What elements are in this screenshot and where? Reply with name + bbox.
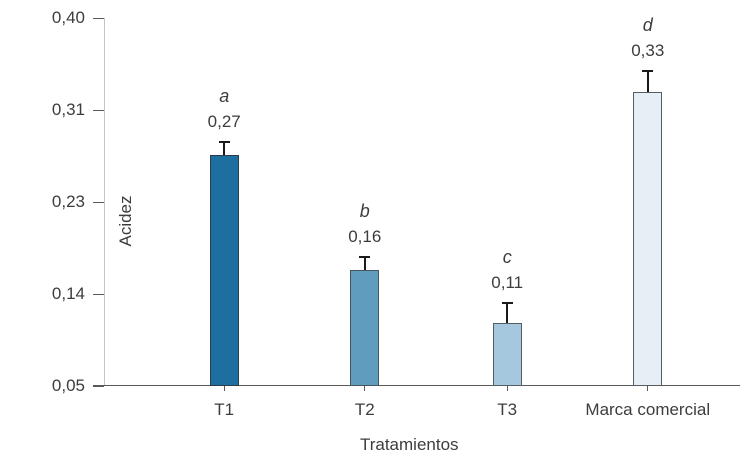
significance-letter: c (502, 247, 512, 267)
error-bar-whisker (646, 71, 649, 92)
bar-value-label: 0,11 (491, 273, 524, 292)
y-axis-line (104, 18, 105, 386)
error-bar-cap (218, 141, 230, 144)
y-tick-mark (93, 201, 104, 203)
y-axis-title: Acidez (116, 195, 135, 247)
significance-letter: b (359, 200, 370, 221)
y-tick-label: 0,40 (51, 8, 85, 27)
y-tick-mark (93, 385, 104, 387)
x-tick-mark (647, 386, 649, 391)
x-category-label: T3 (497, 400, 518, 419)
error-bar-whisker (363, 257, 366, 271)
x-axis-line (93, 385, 740, 386)
bar-t2 (350, 270, 380, 386)
y-tick-mark (93, 17, 104, 19)
x-tick-mark (223, 386, 225, 391)
y-tick-label: 0,23 (51, 192, 85, 211)
y-tick-mark (93, 293, 104, 295)
bar-value-label: 0,27 (207, 112, 241, 132)
x-category-label: T1 (214, 400, 235, 419)
y-tick-label: 0,05 (51, 376, 85, 395)
y-tick-label: 0,14 (51, 284, 85, 303)
significance-letter: d (642, 14, 653, 35)
plot-area: Acidez Tratamientos 0,40 0,31 0,23 0,14 0,05… (52, 9, 740, 454)
x-axis-title: Tratamientos (359, 435, 459, 454)
bar-value-label: 0,16 (348, 226, 382, 246)
x-category-label: Marca comercial (585, 400, 711, 419)
bar-marca-comercial (633, 91, 663, 386)
significance-letter: a (219, 86, 230, 107)
bar-value-label: 0,33 (631, 40, 665, 60)
error-bar-cap (642, 69, 654, 72)
error-bar-whisker (506, 304, 509, 323)
bar-t1 (209, 154, 239, 386)
y-tick-mark (93, 109, 104, 111)
error-bar-whisker (223, 143, 226, 155)
x-tick-mark (364, 386, 366, 391)
x-tick-mark (506, 386, 508, 391)
error-bar-cap (501, 302, 513, 304)
bar-t3 (492, 322, 522, 386)
x-category-label: T2 (354, 400, 375, 419)
y-tick-label: 0,31 (51, 100, 85, 119)
error-bar-cap (359, 255, 371, 258)
